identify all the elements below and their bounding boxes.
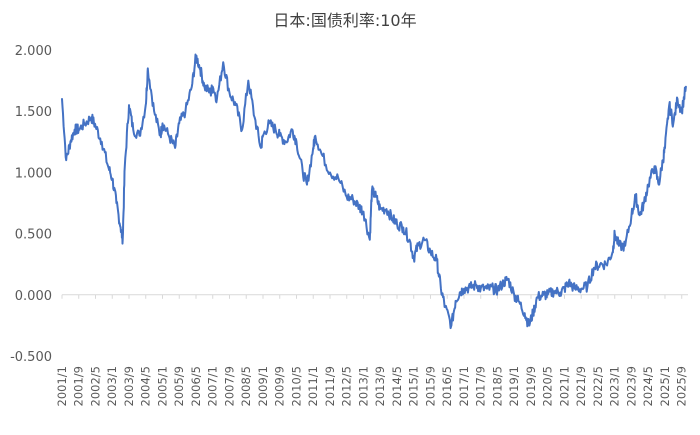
x-tick-label: 2004/5: [139, 366, 153, 406]
x-tick-label: 2023/9: [624, 366, 638, 406]
x-tick-label: 2013/9: [373, 366, 387, 406]
y-tick-label: 2.000: [15, 44, 52, 59]
y-tick-label: 0.500: [15, 228, 52, 243]
x-tick-label: 2009/9: [273, 366, 287, 406]
y-axis-ticks: 2.000 1.500 1.000 0.500 0.000 -0.500: [10, 44, 52, 365]
y-tick-label: 1.500: [15, 105, 52, 120]
x-tick-label: 2019/1: [507, 366, 521, 406]
x-tick-label: 2021/9: [574, 366, 588, 406]
x-tick-label: 2017/1: [457, 366, 471, 406]
x-tick-label: 2001/1: [55, 366, 69, 406]
x-tick-label: 2015/9: [423, 366, 437, 406]
x-tick-label: 2023/1: [608, 366, 622, 406]
x-tick-label: 2025/1: [658, 366, 672, 406]
x-tick-label: 2009/1: [256, 366, 270, 406]
x-tick-label: 2020/5: [541, 366, 555, 406]
x-tick-label: 2007/1: [206, 366, 220, 406]
chart-title: 日本:国债利率:10年: [273, 11, 416, 30]
x-tick-label: 2005/9: [172, 366, 186, 406]
x-tick-label: 2012/5: [340, 366, 354, 406]
x-tick-label: 2022/5: [591, 366, 605, 406]
x-tick-label: 2011/1: [306, 366, 320, 406]
x-tick-label: 2008/5: [239, 366, 253, 406]
x-tick-label: 2003/9: [122, 366, 136, 406]
y-tick-label: 0.000: [15, 289, 52, 304]
series-line-jgb-10y: [61, 53, 687, 330]
x-tick-label: 2005/1: [155, 366, 169, 406]
y-tick-label: 1.000: [15, 166, 52, 181]
x-tick-label: 2006/5: [189, 366, 203, 406]
x-tick-label: 2013/1: [356, 366, 370, 406]
y-tick-label: -0.500: [10, 350, 52, 365]
x-tick-label: 2019/9: [524, 366, 538, 406]
x-tick-label: 2017/9: [474, 366, 488, 406]
x-axis-ticks: 2001/1 2001/9 2002/5 2003/1 2003/9 2004/5 2005…: [55, 294, 689, 406]
x-tick-label: 2011/9: [323, 366, 337, 406]
x-tick-label: 2014/5: [390, 366, 404, 406]
x-tick-label: 2001/9: [72, 366, 86, 406]
x-tick-label: 2016/5: [440, 366, 454, 406]
x-tick-label: 2010/5: [289, 366, 303, 406]
x-tick-label: 2021/1: [557, 366, 571, 406]
x-tick-label: 2002/5: [88, 366, 102, 406]
x-tick-label: 2007/9: [222, 366, 236, 406]
x-tick-label: 2025/9: [675, 366, 689, 406]
x-tick-label: 2018/5: [490, 366, 504, 406]
x-tick-label: 2024/5: [641, 366, 655, 406]
x-tick-label: 2003/1: [105, 366, 119, 406]
x-tick-label: 2015/1: [407, 366, 421, 406]
